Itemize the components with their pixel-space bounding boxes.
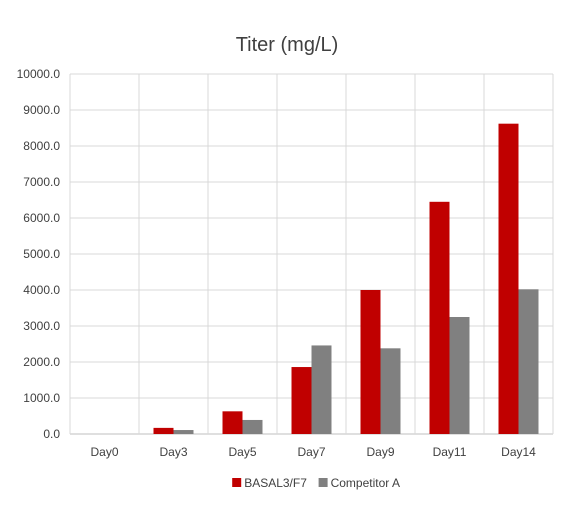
y-axis-tick-labels: 0.0 1000.0 2000.0 3000.0 4000.0 5000.0 6000.0 7…	[17, 67, 61, 441]
bar	[380, 348, 401, 434]
y-tick-label: 6000.0	[23, 211, 60, 225]
x-tick-label: Day3	[159, 445, 187, 459]
y-tick-label: 10000.0	[17, 67, 61, 81]
x-tick-label: Day9	[366, 445, 394, 459]
bar	[242, 419, 263, 434]
y-tick-label: 5000.0	[23, 247, 60, 261]
x-tick-label: Day11	[433, 445, 467, 459]
gridlines	[69, 73, 554, 435]
bar	[173, 430, 194, 434]
bar	[449, 317, 470, 434]
y-tick-label: 9000.0	[23, 103, 60, 117]
bar	[222, 411, 243, 434]
x-tick-label: Day0	[90, 445, 118, 459]
bar	[311, 345, 332, 434]
bar	[291, 367, 312, 434]
y-tick-label: 2000.0	[23, 355, 60, 369]
y-tick-label: 3000.0	[23, 319, 60, 333]
bars	[153, 123, 539, 435]
y-tick-label: 8000.0	[23, 139, 60, 153]
chart-title: Titer (mg/L)	[236, 34, 339, 56]
bar	[429, 201, 450, 434]
legend-swatch	[232, 478, 242, 487]
bar	[153, 427, 174, 434]
bar	[360, 290, 381, 434]
legend: BASAL3/F7 Competitor A	[232, 476, 400, 490]
y-tick-label: 1000.0	[23, 391, 60, 405]
legend-label: BASAL3/F7	[244, 476, 307, 490]
legend-swatch	[318, 478, 328, 487]
y-tick-label: 4000.0	[23, 283, 60, 297]
bar	[518, 289, 539, 434]
x-tick-label: Day5	[228, 445, 256, 459]
y-tick-label: 7000.0	[23, 175, 60, 189]
legend-label: Competitor A	[331, 476, 400, 490]
y-tick-label: 0.0	[43, 427, 60, 441]
x-tick-label: Day7	[297, 445, 325, 459]
x-tick-label: Day14	[501, 445, 536, 459]
x-axis-tick-labels: Day0 Day3 Day5 Day7 Day9 Day11 Day14	[90, 445, 536, 459]
bar	[498, 123, 519, 435]
